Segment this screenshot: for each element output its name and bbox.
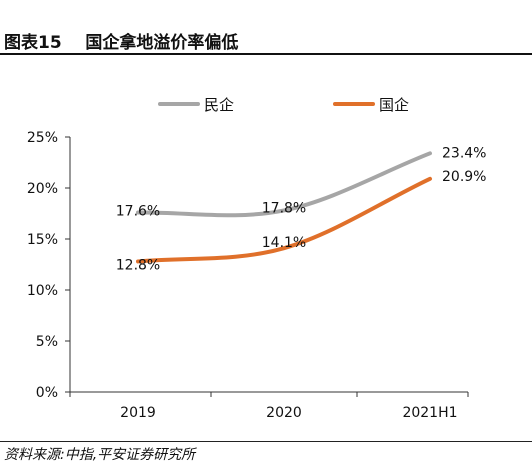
x-tick-label: 2020 xyxy=(266,405,302,421)
y-tick-label: 0% xyxy=(36,385,58,401)
y-tick-label: 25% xyxy=(27,130,58,146)
data-label: 17.6% xyxy=(116,203,160,219)
x-tick-label: 2021H1 xyxy=(402,405,457,421)
source-divider xyxy=(0,441,532,442)
source-note: 资料来源:中指,平安证券研究所 xyxy=(4,447,196,463)
data-label: 17.8% xyxy=(262,200,306,216)
data-label: 12.8% xyxy=(116,257,160,273)
figure-header: 图表15 国企拿地溢价率偏低 xyxy=(0,0,532,53)
y-tick-label: 20% xyxy=(27,181,58,197)
data-label: 20.9% xyxy=(442,169,486,185)
data-label: 23.4% xyxy=(442,145,486,161)
y-tick-label: 15% xyxy=(27,232,58,248)
chart-title: 国企拿地溢价率偏低 xyxy=(85,33,239,53)
legend-label: 民企 xyxy=(204,96,234,114)
figure-title: 图表15 国企拿地溢价率偏低 xyxy=(4,28,238,53)
figure-number: 图表15 xyxy=(4,33,62,53)
legend-label: 国企 xyxy=(379,96,409,114)
title-divider xyxy=(0,53,532,55)
y-tick-label: 10% xyxy=(27,283,58,299)
data-label: 14.1% xyxy=(262,235,306,251)
y-tick-label: 5% xyxy=(36,334,58,350)
x-tick-label: 2019 xyxy=(120,405,156,421)
